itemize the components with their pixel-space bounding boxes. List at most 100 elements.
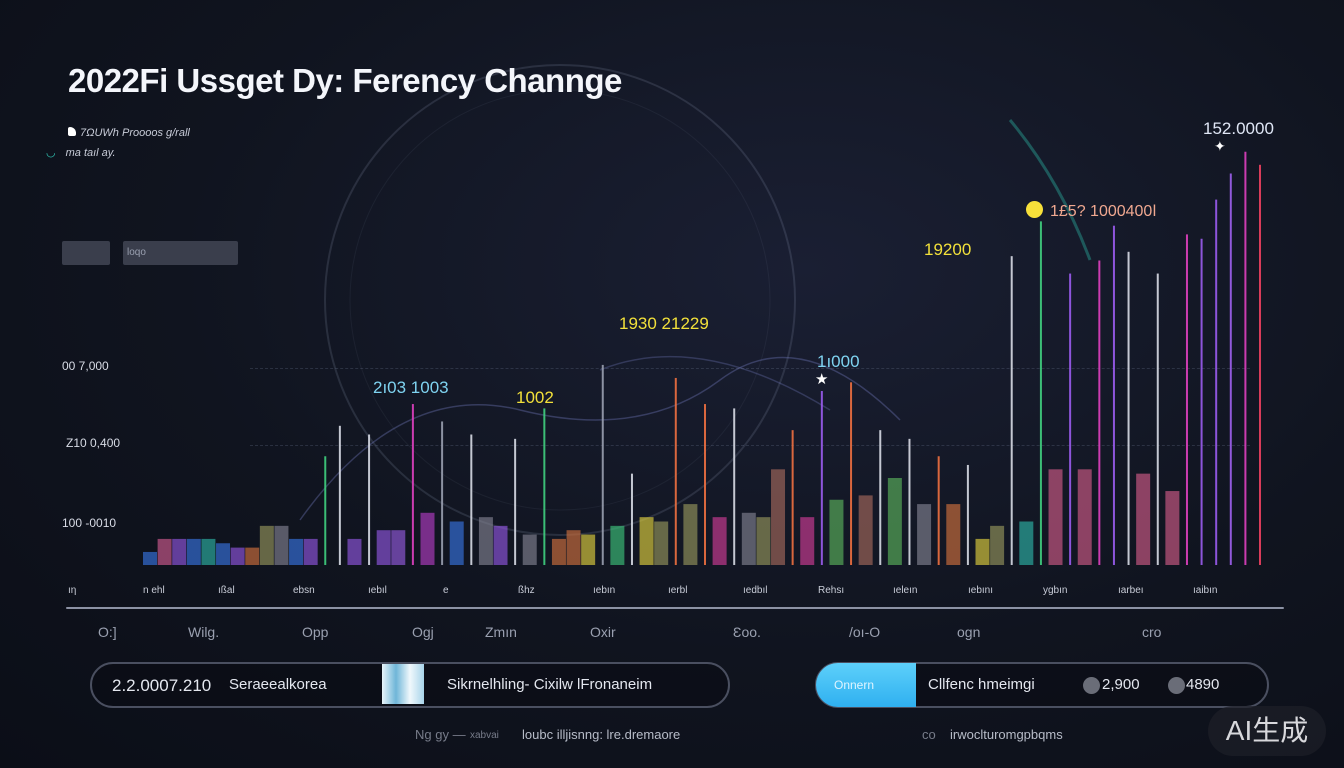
bar xyxy=(478,517,493,565)
x-tick-label: ogn xyxy=(957,624,981,640)
bar xyxy=(858,495,873,565)
y-tick-label: 100 -0010 xyxy=(62,516,117,530)
bar-line xyxy=(470,434,473,565)
x-minor-label: ıebın xyxy=(593,585,616,596)
x-minor-label: ıη xyxy=(68,585,77,596)
bar xyxy=(771,469,786,565)
bar xyxy=(303,538,318,565)
bar-line xyxy=(820,391,823,565)
bar xyxy=(639,517,654,565)
thumbnail-image xyxy=(382,664,424,704)
highlight-dot-icon xyxy=(1026,201,1043,218)
bar-line xyxy=(1039,221,1042,565)
bar xyxy=(522,534,537,565)
primary-button[interactable]: Onnern xyxy=(816,663,916,707)
x-minor-label: ıßal xyxy=(218,585,235,596)
bar xyxy=(143,551,157,565)
series-dot-icon xyxy=(1168,677,1185,694)
bar-line xyxy=(1200,238,1203,565)
bar xyxy=(683,504,698,565)
bar-line xyxy=(674,377,677,565)
bar-line xyxy=(908,438,911,565)
bar xyxy=(551,538,566,565)
bar-line xyxy=(879,430,882,565)
bar xyxy=(975,538,990,565)
x-minor-label: ıebını xyxy=(968,585,994,596)
annotation-label: 1002 xyxy=(516,388,554,407)
bar-line xyxy=(1098,260,1101,565)
x-minor-label: n ehl xyxy=(143,585,165,596)
bar xyxy=(887,478,902,565)
x-minor-label: ıaibın xyxy=(1193,585,1218,596)
x-tick-label: Opp xyxy=(302,624,329,640)
value-b: 4890 xyxy=(1186,676,1220,693)
bar-line xyxy=(791,430,794,565)
bar xyxy=(201,538,216,565)
bar-line xyxy=(1259,164,1261,566)
bar-line xyxy=(1010,256,1013,565)
x-minor-label: ßhz xyxy=(518,585,535,596)
bar xyxy=(1077,469,1092,565)
bar xyxy=(245,547,260,565)
bar-line xyxy=(733,408,736,565)
x-axis-line xyxy=(66,607,1284,609)
x-tick-label: /oı-O xyxy=(849,624,881,640)
x-minor-label: ıebıl xyxy=(368,585,387,596)
annotation-label: 2ı03 1003 xyxy=(373,378,449,397)
x-tick-label: Wilg. xyxy=(188,624,220,640)
legend-marker-icon xyxy=(68,127,76,136)
annotation-label: 152.0000 xyxy=(1203,119,1274,138)
bar xyxy=(610,525,625,565)
bar xyxy=(449,521,464,565)
bar-line xyxy=(1156,273,1159,565)
bar-line xyxy=(850,382,853,565)
bar xyxy=(391,530,406,565)
bar-line xyxy=(441,421,444,565)
bar xyxy=(259,525,274,565)
bar xyxy=(230,547,245,565)
gridline xyxy=(250,445,1250,446)
summary-label: Seraeealkorea xyxy=(229,676,327,693)
gridline xyxy=(250,368,1250,369)
bar xyxy=(289,538,304,565)
bar-line xyxy=(630,473,633,565)
bar-line xyxy=(368,434,371,565)
bar-line xyxy=(1069,273,1072,565)
bar xyxy=(347,538,362,565)
bar xyxy=(566,530,581,565)
value-a: 2,900 xyxy=(1102,676,1140,693)
annotation-label: 1930 21229 xyxy=(619,314,709,333)
x-tick-label: Ogj xyxy=(412,624,434,640)
x-minor-label: Rehsı xyxy=(818,585,845,596)
bar-line xyxy=(1229,173,1232,565)
annotation-label: 1£5? 1000400ǀ xyxy=(1050,203,1157,220)
ai-watermark: AI生成 xyxy=(1208,706,1326,756)
annotation-label: 1ı000 xyxy=(817,352,860,371)
bar xyxy=(990,525,1005,565)
bar xyxy=(946,504,961,565)
summary-value: 2.2.0007.210 xyxy=(112,676,212,695)
bar-line xyxy=(966,464,969,565)
bar xyxy=(829,499,844,565)
bar-line xyxy=(704,404,706,565)
bar xyxy=(917,504,932,565)
y-tick-label: 00 7,000 xyxy=(62,359,109,373)
x-minor-label: ıedbıl xyxy=(743,585,768,596)
caption: loubc illjisnng: lre.dremaore xyxy=(522,727,681,742)
x-minor-label: ıarbeı xyxy=(1118,585,1144,596)
bar xyxy=(741,512,756,565)
bar xyxy=(216,543,231,565)
filter-input[interactable]: loqo xyxy=(123,241,238,265)
x-minor-label: ygbın xyxy=(1043,585,1068,596)
legend-label: 7ΩUWh Proooos g/rall xyxy=(80,127,190,139)
bar xyxy=(172,538,187,565)
bar-line xyxy=(937,456,940,565)
bar-line xyxy=(411,404,414,565)
caption: xabvai xyxy=(470,730,499,741)
x-tick-label: Zmın xyxy=(485,624,517,640)
filter-icon-button[interactable] xyxy=(62,241,110,265)
annotation-label: 19200 xyxy=(924,240,972,259)
bar-line xyxy=(543,408,546,565)
bar-line xyxy=(324,456,327,565)
